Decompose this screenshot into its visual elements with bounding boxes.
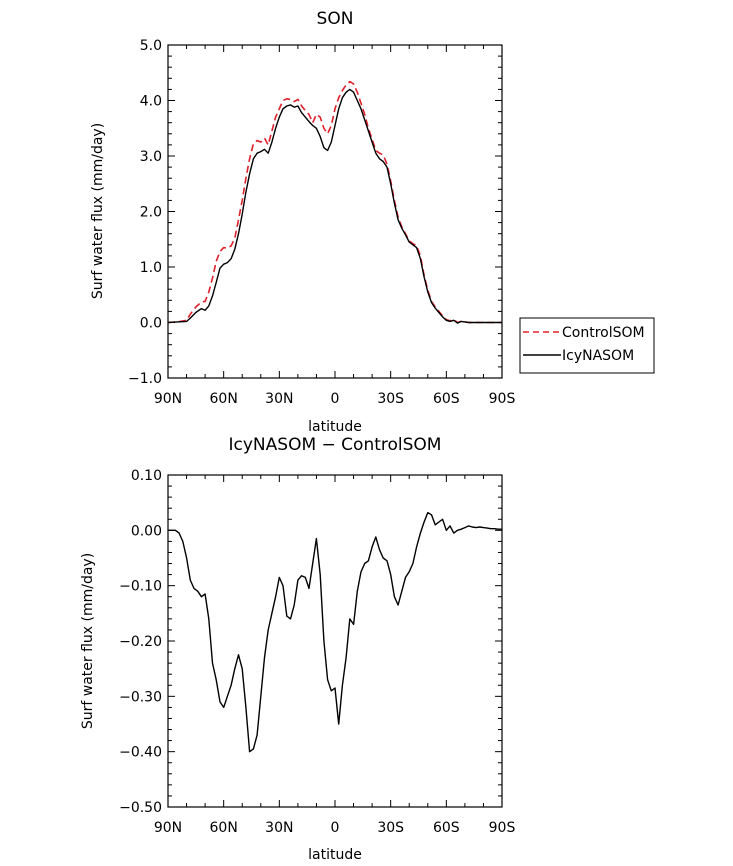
x-tick-label: 60N (210, 820, 238, 836)
x-tick-label: 90S (489, 391, 516, 407)
legend-label-controlsom: ControlSOM (562, 325, 645, 341)
x-tick-label: 30N (265, 391, 293, 407)
plot-frame-top (167, 44, 503, 379)
y-tick-label: −0.10 (119, 579, 162, 595)
y-tick-label: −0.50 (119, 800, 162, 816)
y-tick-label: −0.30 (119, 689, 162, 705)
y-axis-label-bottom: Surf water flux (mm/day) (80, 553, 96, 729)
x-tick-label: 0 (331, 820, 340, 836)
y-tick-label: 3.0 (140, 149, 162, 165)
y-tick-label: 0.10 (131, 468, 162, 484)
x-tick-label: 90N (154, 391, 182, 407)
x-tick-label: 90N (154, 820, 182, 836)
y-tick-label: 5.0 (140, 38, 162, 54)
series-lines-bottom (168, 511, 502, 753)
y-tick-label: 4.0 (140, 94, 162, 110)
y-tick-label: −0.40 (119, 745, 162, 761)
y-axis-label-top: Surf water flux (mm/day) (90, 123, 106, 299)
x-tick-label: 30S (377, 820, 404, 836)
series-line-difference (168, 511, 502, 753)
y-tick-label: 0.0 (140, 316, 162, 332)
x-tick-label: 30S (377, 391, 404, 407)
x-tick-label: 90S (489, 820, 516, 836)
series-line-controlsom (167, 80, 502, 324)
y-tick-label: 0.00 (131, 523, 162, 539)
y-tick-labels-bottom: −0.50 −0.40 −0.30 −0.20 −0.10 0.00 0.10 (119, 468, 162, 816)
legend: ControlSOM IcyNASOM (519, 317, 655, 374)
series-lines-top (167, 80, 502, 324)
y-tick-labels-top: −1.0 0.0 1.0 2.0 3.0 4.0 5.0 (128, 38, 162, 387)
x-tick-labels-bottom: 90N 60N 30N 0 30S 60S 90S (154, 820, 516, 836)
y-tick-label: −1.0 (128, 371, 162, 387)
x-tick-labels-top: 90N 60N 30N 0 30S 60S 90S (154, 391, 516, 407)
x-axis-label-top: latitude (308, 419, 362, 435)
y-tick-label: 1.0 (140, 260, 162, 276)
chart-title-top: SON (317, 9, 354, 29)
x-tick-label: 30N (265, 820, 293, 836)
plot-frame-bottom (167, 474, 503, 808)
chart-panel-bottom: IcyNASOM − ControlSOM −0.50−0.40−0.30−0.… (80, 435, 515, 863)
x-tick-label: 60S (433, 391, 460, 407)
x-tick-label: 0 (331, 391, 340, 407)
x-tick-label: 60S (433, 820, 460, 836)
legend-label-icynasom: IcyNASOM (562, 348, 634, 364)
tick-marks-bottom (167, 474, 503, 808)
series-line-icynasom (167, 88, 502, 324)
y-tick-label: −0.20 (119, 634, 162, 650)
chart-title-bottom: IcyNASOM − ControlSOM (229, 435, 442, 455)
y-tick-label: 2.0 (140, 205, 162, 221)
x-tick-label: 60N (210, 391, 238, 407)
tick-marks-top (167, 44, 503, 379)
x-axis-label-bottom: latitude (308, 847, 362, 863)
legend-box (519, 317, 655, 374)
chart-panel-top: SON −1.0 0.0 1.0 2.0 3.0 4.0 5.0 90N 60N 30N 0 30S… (90, 9, 655, 435)
